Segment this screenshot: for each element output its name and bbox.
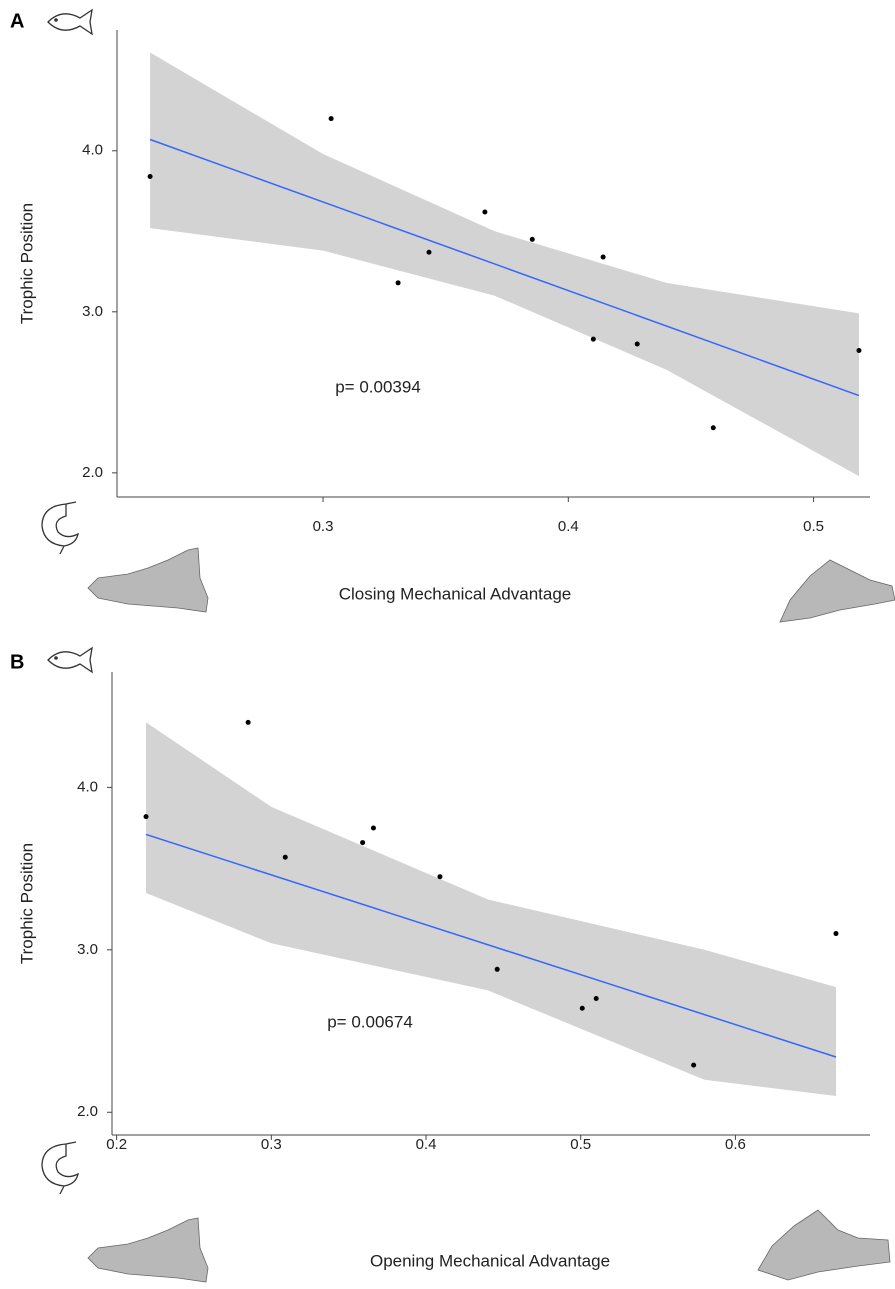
data-point bbox=[143, 814, 149, 820]
data-point bbox=[600, 254, 606, 260]
data-point bbox=[593, 996, 599, 1002]
data-point bbox=[147, 174, 153, 180]
data-point bbox=[360, 840, 366, 846]
data-point bbox=[710, 425, 716, 431]
data-point bbox=[691, 1062, 697, 1068]
shrimp-icon bbox=[41, 501, 79, 555]
x-tick-label: 0.3 bbox=[261, 1136, 282, 1153]
data-point bbox=[370, 825, 376, 831]
data-point bbox=[245, 719, 251, 725]
x-tick-label: 0.3 bbox=[313, 518, 334, 535]
confidence-band bbox=[146, 722, 836, 1097]
data-point bbox=[437, 874, 443, 880]
y-tick-label: 3.0 bbox=[77, 941, 98, 958]
data-point bbox=[494, 966, 500, 972]
data-point bbox=[579, 1005, 585, 1011]
x-tick-label: 0.2 bbox=[106, 1136, 127, 1153]
regression-line bbox=[145, 833, 837, 1058]
data-point bbox=[833, 931, 839, 937]
data-point bbox=[529, 236, 535, 242]
jaw-left bbox=[87, 1217, 209, 1283]
panel-letter: A bbox=[10, 10, 24, 32]
y-tick-label: 3.0 bbox=[82, 303, 103, 320]
data-point bbox=[426, 249, 432, 255]
jaw-right bbox=[757, 1209, 891, 1281]
jaw-left bbox=[87, 547, 209, 613]
x-axis-title: Opening Mechanical Advantage bbox=[370, 1251, 610, 1270]
y-tick-label: 2.0 bbox=[77, 1103, 98, 1120]
confidence-band bbox=[150, 52, 859, 477]
data-point bbox=[590, 336, 596, 342]
x-tick-label: 0.5 bbox=[803, 518, 824, 535]
x-tick-label: 0.4 bbox=[416, 1136, 437, 1153]
y-tick-label: 2.0 bbox=[82, 464, 103, 481]
data-point bbox=[328, 116, 334, 122]
data-point bbox=[856, 347, 862, 353]
regression-line bbox=[149, 138, 860, 397]
data-point bbox=[395, 280, 401, 286]
annotation: p= 0.00674 bbox=[327, 1012, 413, 1031]
shrimp-icon bbox=[41, 1141, 79, 1195]
x-tick-label: 0.6 bbox=[725, 1136, 746, 1153]
annotation: p= 0.00394 bbox=[335, 377, 421, 396]
y-axis-title: Trophic Position bbox=[17, 843, 36, 964]
x-tick-label: 0.4 bbox=[558, 518, 579, 535]
y-axis-title: Trophic Position bbox=[17, 203, 36, 324]
fish-icon bbox=[47, 8, 93, 36]
y-tick-label: 4.0 bbox=[77, 778, 98, 795]
fish-icon bbox=[47, 646, 93, 674]
data-point bbox=[634, 341, 640, 347]
data-point bbox=[282, 854, 288, 860]
x-axis-title: Closing Mechanical Advantage bbox=[339, 584, 571, 603]
panel-letter: B bbox=[10, 651, 24, 673]
x-tick-label: 0.5 bbox=[570, 1136, 591, 1153]
y-tick-label: 4.0 bbox=[82, 142, 103, 159]
data-point bbox=[482, 209, 488, 215]
jaw-right bbox=[779, 559, 895, 623]
